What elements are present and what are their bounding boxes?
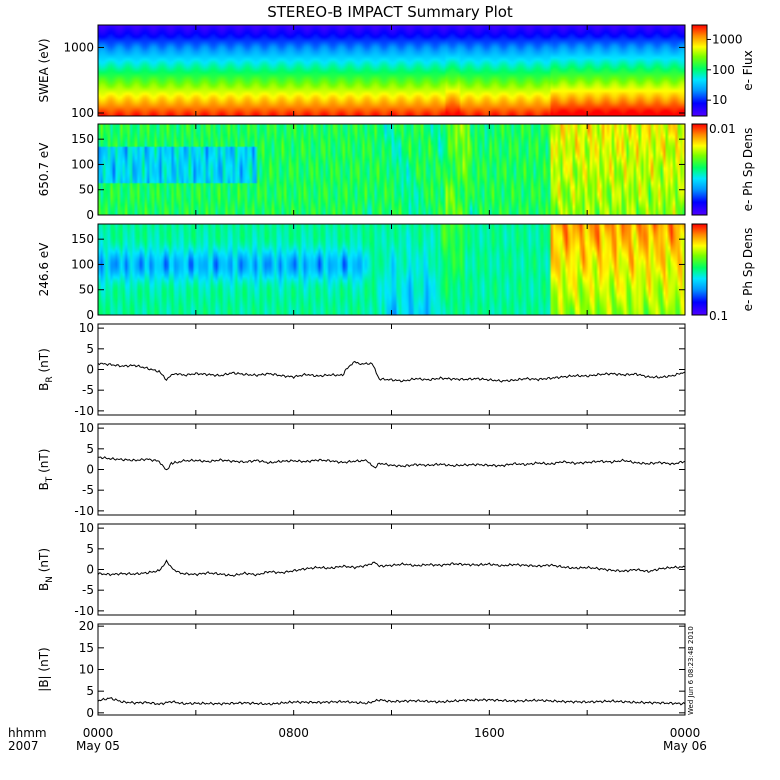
bt-y-tick-label: -10 (74, 504, 94, 518)
swea-colorbar-tick-label: 100 (712, 63, 735, 77)
pad650-y-tick-label: 100 (71, 157, 94, 171)
swea-y-label: SWEA (eV) (37, 38, 51, 102)
pad650-y-tick-label: 50 (79, 183, 94, 197)
bn-series-line (97, 559, 686, 577)
bt-y-tick-label: 0 (86, 463, 94, 477)
pad246-y-tick-label: 150 (71, 232, 94, 246)
time-axis-label-hhmm: hhmm (8, 726, 47, 740)
br-y-ticks: 10 5 0 -5 -10 (74, 321, 686, 418)
br-series-line (97, 360, 686, 383)
pad650-colorbar-tick: 0.01 (709, 122, 736, 136)
pad246-spectrogram (98, 224, 685, 315)
bt-panel: 10 5 0 -5 -10 BT (nT) (37, 421, 686, 518)
pad650-y-tick-label: 150 (71, 132, 94, 146)
swea-colorbar-tick-label: 1000 (712, 32, 743, 46)
bmag-y-label: |B| (nT) (37, 647, 51, 691)
bmag-y-ticks: 0 5 10 15 20 (79, 619, 686, 720)
pad650-spectrogram (98, 124, 685, 215)
pad246-y-tick-label: 100 (71, 257, 94, 271)
pad246-colorbar (691, 223, 708, 316)
pad246-panel: 0 50 100 150 246.6 eV 0.1 e- Ph Sp Dens (37, 223, 755, 323)
bn-y-tick-label: -5 (82, 583, 94, 597)
swea-y-ticks: 100 1000 (63, 25, 686, 120)
pad650-y-ticks: 0 50 100 150 (71, 124, 686, 222)
bn-y-label: BN (nT) (37, 548, 55, 591)
swea-colorbar (691, 24, 708, 117)
pad650-panel: 0 50 100 150 650.7 eV 0.01 e- Ph Sp Dens (37, 122, 755, 222)
pad246-y-label: 246.6 eV (37, 242, 51, 297)
pad246-colorbar-label: e- Ph Sp Dens (741, 228, 755, 312)
plot-title: STEREO-B IMPACT Summary Plot (267, 3, 513, 21)
bmag-y-tick-label: 15 (79, 641, 94, 655)
br-y-tick-label: 0 (86, 363, 94, 377)
swea-colorbar-ticks: 10 100 1000 (707, 32, 743, 107)
bn-y-tick-label: 0 (86, 563, 94, 577)
pad650-colorbar-label: e- Ph Sp Dens (741, 128, 755, 212)
bt-y-label: BT (nT) (37, 449, 55, 491)
pad650-y-label: 650.7 eV (37, 142, 51, 197)
pad246-colorbar-tick: 0.1 (709, 309, 728, 323)
swea-colorbar-tick-label: 10 (712, 93, 727, 107)
bmag-panel: 0 5 10 15 20 |B| (nT) Wed Jun 6 08:23:48 201… (37, 619, 695, 720)
pad650-colorbar (691, 123, 708, 216)
swea-colorbar-label: e- Flux (741, 50, 755, 90)
bmag-y-tick-label: 0 (86, 706, 94, 720)
bt-y-tick-label: 10 (79, 421, 94, 435)
bt-y-tick-label: -5 (82, 483, 94, 497)
pad246-y-ticks: 0 50 100 150 (71, 224, 686, 322)
bn-y-tick-label: 5 (86, 542, 94, 556)
br-y-tick-label: 5 (86, 342, 94, 356)
bn-y-tick-label: 10 (79, 521, 94, 535)
timestamp-stamp: Wed Jun 6 08:23:48 2010 (687, 626, 695, 715)
swea-spectrogram (98, 25, 685, 116)
date-tick-label: May 06 (663, 739, 707, 753)
br-panel: 10 5 0 -5 -10 BR (nT) (37, 321, 686, 418)
pad246-y-tick-label: 0 (86, 308, 94, 322)
date-tick-label: May 05 (76, 739, 120, 753)
time-tick-label: 0800 (278, 726, 309, 740)
br-y-label: BR (nT) (37, 348, 55, 391)
time-axis-label-year: 2007 (8, 739, 39, 753)
br-y-tick-label: 10 (79, 321, 94, 335)
bmag-y-tick-label: 20 (79, 619, 94, 633)
time-tick-label: 0000 (670, 726, 701, 740)
swea-y-tick-label: 1000 (63, 40, 94, 54)
swea-y-tick-label: 100 (71, 106, 94, 120)
bmag-y-tick-label: 10 (79, 663, 94, 677)
pad650-y-tick-label: 0 (86, 208, 94, 222)
bn-y-ticks: 10 5 0 -5 -10 (74, 521, 686, 618)
bt-y-tick-label: 5 (86, 442, 94, 456)
swea-panel: 100 1000 SWEA (eV) 10 100 1000 e- Flux (37, 24, 755, 120)
bmag-y-tick-label: 5 (86, 684, 94, 698)
bt-y-ticks: 10 5 0 -5 -10 (74, 421, 686, 518)
time-tick-label: 0000 (83, 726, 114, 740)
bt-series-line (98, 456, 686, 471)
bmag-series-line (97, 697, 686, 706)
bn-y-tick-label: -10 (74, 604, 94, 618)
br-y-tick-label: -10 (74, 404, 94, 418)
time-tick-label: 1600 (474, 726, 505, 740)
bn-panel: 10 5 0 -5 -10 BN (nT) (37, 521, 686, 618)
br-y-tick-label: -5 (82, 383, 94, 397)
pad246-y-tick-label: 50 (79, 283, 94, 297)
